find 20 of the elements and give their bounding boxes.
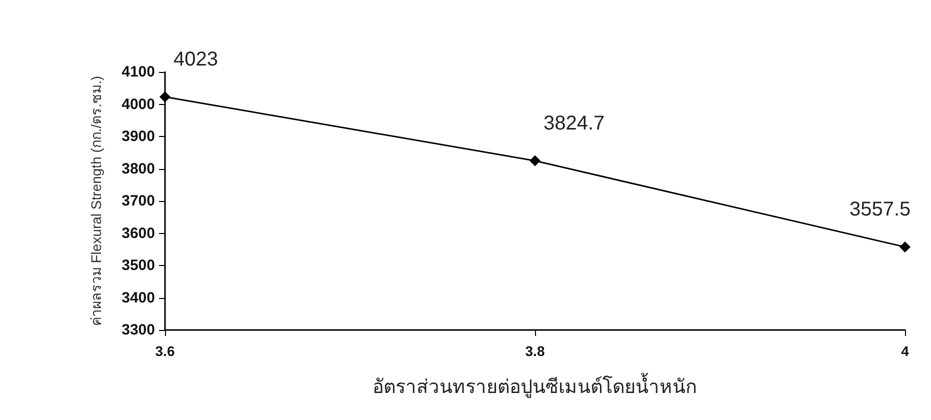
x-tick-label: 3.6 <box>155 343 175 359</box>
point <box>900 241 910 252</box>
y-tick-label: 4100 <box>122 64 155 80</box>
y-tick-label: 3800 <box>122 160 155 178</box>
point <box>160 91 170 102</box>
x-tick-label: 4 <box>901 343 910 359</box>
y-tick-label: 3300 <box>122 322 155 338</box>
data-label: 4023 <box>174 48 218 70</box>
y-tick-label: 4000 <box>122 96 155 113</box>
point <box>530 155 540 166</box>
y-tick-label: 3600 <box>122 224 155 242</box>
y-tick-label: 3900 <box>122 128 155 145</box>
y-tick-label: 3500 <box>122 257 155 274</box>
y-axis-title: ค่าผลรวม Flexural Strength (กก./ตร.ซม.) <box>88 76 104 326</box>
y-tick-label: 3400 <box>122 289 155 306</box>
x-axis-title: อัตราส่วนทรายต่อปูนซีเมนต์โดยน้ำหนัก <box>372 373 698 398</box>
y-tick-label: 3700 <box>122 192 155 210</box>
x-tick-label: 3.8 <box>525 343 545 359</box>
data-label: 3557.5 <box>850 198 911 220</box>
data-label: 3824.7 <box>544 112 605 134</box>
